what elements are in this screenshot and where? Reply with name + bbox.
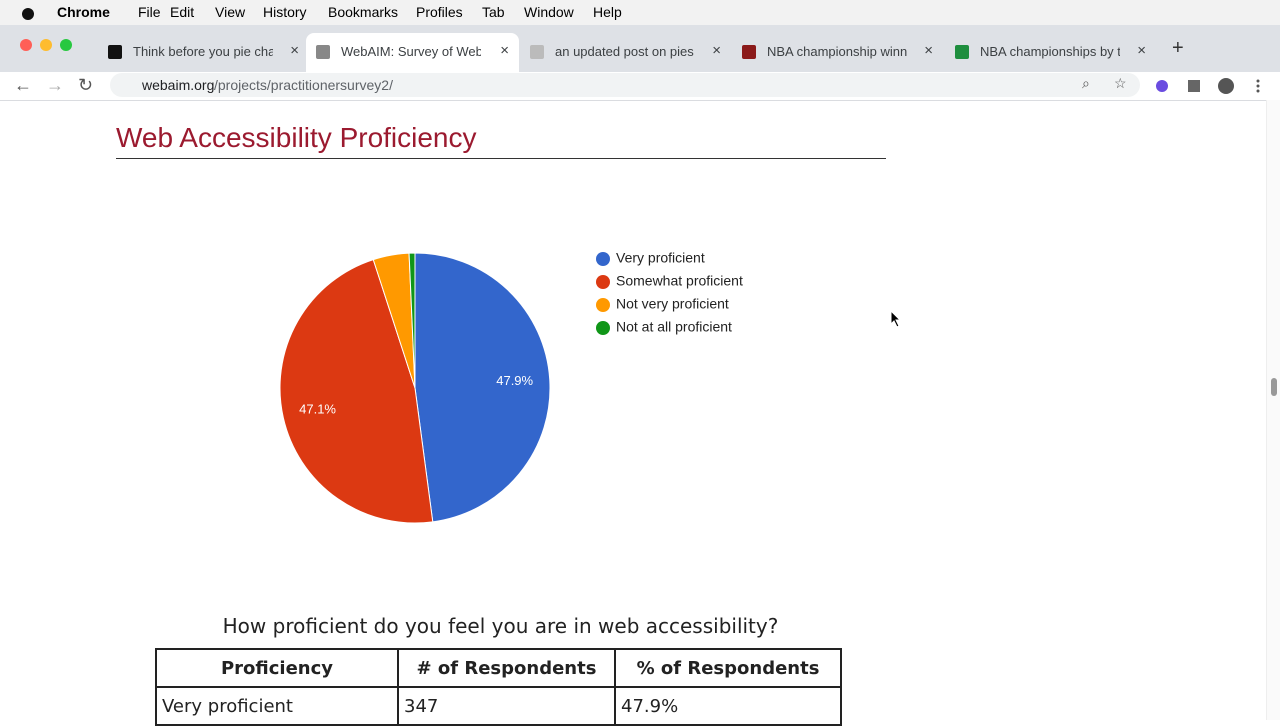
menu-item[interactable]: Edit <box>170 4 195 20</box>
tab-title: Think before you pie chart <box>133 44 273 59</box>
address-bar[interactable]: webaim.org/projects/practitionersurvey2/… <box>110 73 1140 97</box>
menu-item[interactable]: Tab <box>482 4 505 20</box>
legend-marker <box>596 275 610 289</box>
legend-marker <box>596 298 610 312</box>
url-path: /projects/practitionersurvey2/ <box>214 77 393 93</box>
tab[interactable]: Think before you pie chart × <box>98 33 309 72</box>
menu-item[interactable]: History <box>263 4 307 20</box>
legend-marker <box>596 252 610 266</box>
menu-item[interactable]: Profiles <box>416 4 463 20</box>
divider <box>116 158 886 159</box>
tab-icon <box>742 45 756 59</box>
table-cell: 347 <box>397 686 616 726</box>
tab-title: WebAIM: Survey of Web A <box>341 44 481 59</box>
legend-label: Somewhat proficient <box>616 273 743 289</box>
tab[interactable]: NBA championship winner × <box>732 33 943 72</box>
legend-label: Very proficient <box>616 250 705 266</box>
menu-item[interactable]: Help <box>593 4 622 20</box>
header-row: Proficiency # of Respondents% of Responde… <box>155 648 842 688</box>
url-host: webaim.org <box>142 77 215 93</box>
tab-title: NBA championships by te <box>980 44 1120 59</box>
apple-icon[interactable] <box>20 4 36 21</box>
legend-label: Not at all proficient <box>616 319 732 335</box>
scrollbar[interactable] <box>1266 100 1280 720</box>
tab-icon <box>108 45 122 59</box>
legend-label: Not very proficient <box>616 296 729 312</box>
new-tab[interactable]: + <box>1172 37 1184 59</box>
section-heading: Web Accessibility Proficiency <box>116 122 477 153</box>
legend-marker <box>596 321 610 335</box>
column-header: Proficiency <box>155 648 399 688</box>
reload-button[interactable]: ↻ <box>78 75 94 95</box>
table-caption: How proficient do you feel you are in we… <box>222 614 779 638</box>
tab-close[interactable]: × <box>500 42 509 59</box>
tab-icon <box>316 45 330 59</box>
toolbar-icons[interactable] <box>1154 77 1264 95</box>
tab-close[interactable]: × <box>290 42 299 59</box>
menu-item[interactable]: Bookmarks <box>328 4 399 20</box>
pie-slice <box>414 252 551 523</box>
mouse-cursor <box>890 310 902 328</box>
table-cell: Very proficient <box>155 686 399 726</box>
forward-button[interactable]: → <box>46 75 64 95</box>
slice-label: 47.1% <box>299 402 336 417</box>
menu-item[interactable]: Window <box>524 4 574 20</box>
table-row: Very proficient 347 47.9% <box>155 686 842 726</box>
table-cell: 47.9% <box>614 686 842 726</box>
zoom-icon[interactable]: ⌕ <box>1082 75 1090 91</box>
tab-strip: Think before you pie chart × WebAIM: Surve… <box>0 25 1280 72</box>
tab[interactable]: NBA championships by te × <box>945 33 1156 72</box>
tab-close[interactable]: × <box>712 42 721 59</box>
tab-title: NBA championship winner <box>767 44 907 59</box>
window-controls[interactable] <box>18 37 78 53</box>
tab-title: an updated post on pies — <box>555 44 695 59</box>
tab-close[interactable]: × <box>1137 42 1146 59</box>
tab-close[interactable]: × <box>924 42 933 59</box>
tab-icon <box>530 45 544 59</box>
back-button[interactable]: ← <box>14 75 32 95</box>
menu-item[interactable]: File <box>138 4 161 20</box>
app-name[interactable]: Chrome <box>57 4 110 20</box>
data-table: Proficiency # of Respondents% of Responde… <box>155 648 842 726</box>
scroll-thumb[interactable] <box>1271 378 1277 396</box>
tab[interactable]: an updated post on pies — × <box>520 33 731 72</box>
column-header: # of Respondents <box>397 648 616 688</box>
pie-chart: 47.9% 47.1% Very proficient Somewhat profic… <box>279 250 743 524</box>
bookmark-star[interactable]: ☆ <box>1114 75 1127 91</box>
menu-item[interactable]: View <box>215 4 246 20</box>
tab[interactable]: WebAIM: Survey of Web A × <box>306 33 519 72</box>
menu-bar: Chrome File Edit View History Bookmarks Profi… <box>0 0 1280 25</box>
tab-icon <box>955 45 969 59</box>
slice-label: 47.9% <box>496 373 533 388</box>
pie-slice <box>408 252 416 389</box>
column-header: % of Respondents <box>614 648 842 688</box>
